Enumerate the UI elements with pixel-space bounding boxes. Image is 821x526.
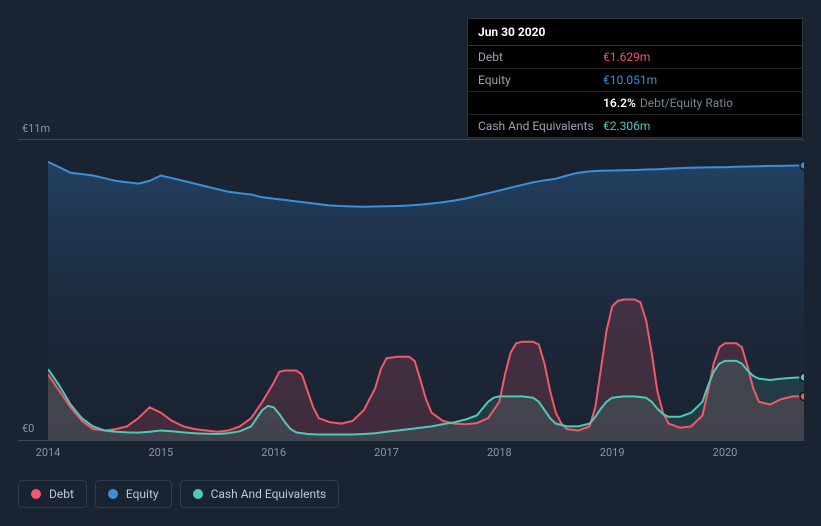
x-tick-2018: 2018 xyxy=(487,446,512,459)
tooltip-row-cash: Cash And Equivalents €2.306m xyxy=(468,115,802,137)
debt-legend-dot-icon xyxy=(31,489,41,499)
tooltip-ratio-spacer xyxy=(478,96,603,110)
y-axis-label-bottom: €0 xyxy=(22,422,34,435)
chart-plot[interactable] xyxy=(48,140,804,440)
chart-svg xyxy=(48,140,804,440)
tooltip-ratio-value: 16.2% xyxy=(603,96,636,110)
tooltip-row-equity: Equity €10.051m xyxy=(468,69,802,92)
x-tick-2016: 2016 xyxy=(261,446,286,459)
cash-legend-dot-icon xyxy=(193,489,203,499)
legend-item-debt[interactable]: Debt xyxy=(18,480,87,508)
tooltip-debt-value: €1.629m xyxy=(603,50,650,64)
x-tick-2019: 2019 xyxy=(600,446,625,459)
cash-endpoint-marker xyxy=(800,373,804,381)
tooltip-cash-value: €2.306m xyxy=(603,119,650,133)
legend-label-debt: Debt xyxy=(49,487,74,501)
legend-item-cash[interactable]: Cash And Equivalents xyxy=(180,480,340,508)
tooltip-equity-label: Equity xyxy=(478,73,603,87)
tooltip-date: Jun 30 2020 xyxy=(468,19,802,46)
tooltip-row-ratio: 16.2% Debt/Equity Ratio xyxy=(468,92,802,115)
legend-label-equity: Equity xyxy=(126,487,159,501)
x-tick-2014: 2014 xyxy=(36,446,61,459)
equity-endpoint-marker xyxy=(800,161,804,169)
legend: Debt Equity Cash And Equivalents xyxy=(18,480,339,508)
legend-label-cash: Cash And Equivalents xyxy=(211,487,327,501)
tooltip-ratio-label: Debt/Equity Ratio xyxy=(640,96,733,110)
x-tick-2015: 2015 xyxy=(148,446,173,459)
x-tick-2017: 2017 xyxy=(374,446,399,459)
y-axis-label-top: €11m xyxy=(22,122,50,135)
legend-item-equity[interactable]: Equity xyxy=(95,480,172,508)
tooltip-ratio: 16.2% Debt/Equity Ratio xyxy=(603,96,733,110)
x-tick-2020: 2020 xyxy=(713,446,738,459)
chart-tooltip: Jun 30 2020 Debt €1.629m Equity €10.051m… xyxy=(467,18,803,138)
tooltip-equity-value: €10.051m xyxy=(603,73,657,87)
equity-legend-dot-icon xyxy=(108,489,118,499)
tooltip-debt-label: Debt xyxy=(478,50,603,64)
tooltip-row-debt: Debt €1.629m xyxy=(468,46,802,69)
tooltip-cash-label: Cash And Equivalents xyxy=(478,119,603,133)
axis-bottom-line xyxy=(18,440,804,441)
debt-endpoint-marker xyxy=(800,392,804,400)
